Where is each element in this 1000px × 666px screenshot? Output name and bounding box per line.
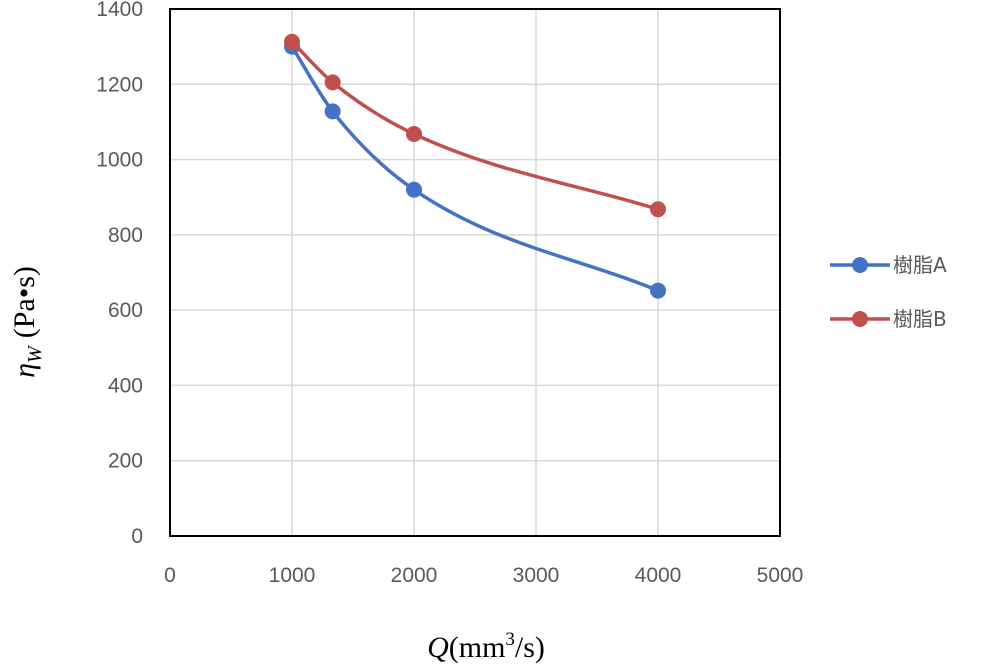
legend-label: 樹脂A bbox=[893, 253, 947, 277]
series-line bbox=[290, 39, 660, 212]
x-tick-label: 0 bbox=[164, 564, 176, 587]
legend-marker bbox=[852, 311, 868, 327]
series-layer bbox=[284, 33, 666, 299]
y-tick-label: 400 bbox=[108, 374, 143, 397]
legend: 樹脂A 樹脂B bbox=[830, 253, 947, 331]
x-axis-ticks: 0 1000 2000 3000 4000 5000 bbox=[164, 564, 803, 587]
data-point bbox=[650, 282, 666, 299]
x-axis-title: Q(mm3/s) bbox=[427, 629, 545, 664]
x-tick-label: 3000 bbox=[513, 564, 560, 587]
gridlines bbox=[169, 8, 781, 537]
legend-marker bbox=[852, 257, 868, 273]
data-point bbox=[406, 181, 422, 198]
x-tick-label: 1000 bbox=[269, 564, 316, 587]
y-tick-label: 1400 bbox=[96, 0, 143, 21]
data-point bbox=[324, 103, 341, 120]
legend-item: 樹脂B bbox=[830, 307, 947, 331]
series-line bbox=[290, 44, 660, 293]
y-tick-label: 0 bbox=[131, 525, 143, 548]
legend-item: 樹脂A bbox=[830, 253, 947, 277]
x-tick-label: 5000 bbox=[757, 564, 804, 587]
y-tick-label: 200 bbox=[108, 450, 143, 473]
legend-label: 樹脂B bbox=[893, 307, 947, 331]
y-tick-label: 1000 bbox=[96, 149, 143, 172]
x-tick-label: 2000 bbox=[391, 564, 438, 587]
data-point bbox=[284, 33, 300, 50]
plot-area-border bbox=[169, 8, 781, 537]
x-tick-label: 4000 bbox=[635, 564, 682, 587]
y-tick-label: 600 bbox=[108, 299, 143, 322]
data-point bbox=[406, 125, 422, 142]
data-point bbox=[650, 201, 666, 218]
data-point bbox=[324, 74, 341, 91]
y-axis-ticks: 0 200 400 600 800 1000 1200 1400 bbox=[96, 0, 143, 548]
y-tick-label: 800 bbox=[108, 224, 143, 247]
y-tick-label: 1200 bbox=[96, 73, 143, 96]
y-axis-title: ηW(Pa•s) bbox=[8, 266, 46, 378]
